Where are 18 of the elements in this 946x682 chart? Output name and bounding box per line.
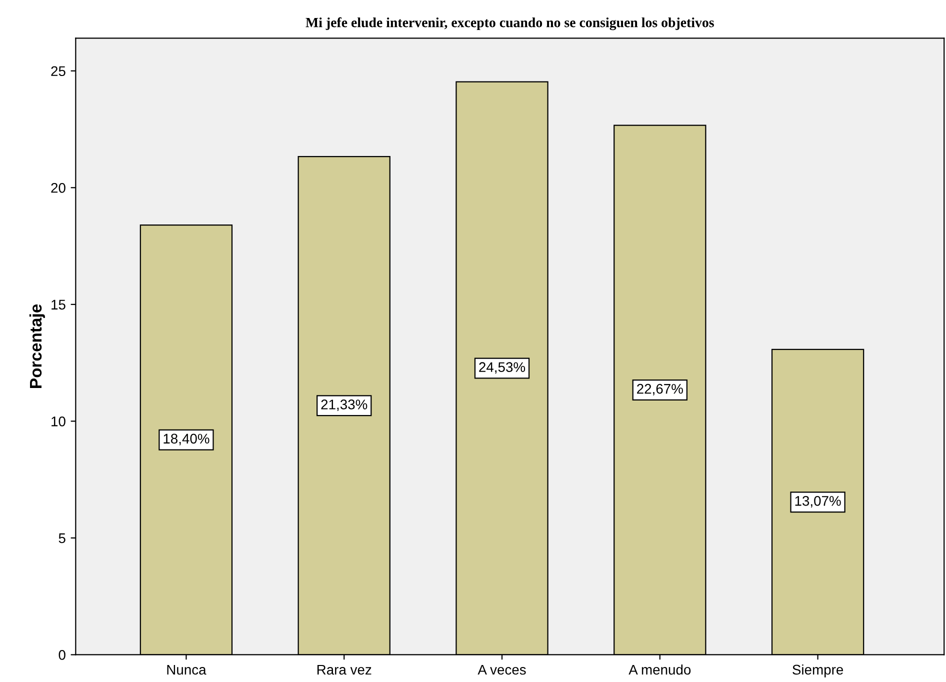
x-tick-label: Rara vez — [317, 664, 372, 675]
data-label: 24,53% — [479, 362, 526, 374]
chart-title: Mi jefe elude intervenir, excepto cuando no se consiguen los objetivos — [306, 17, 714, 30]
y-axis-title: Porcentaje — [29, 304, 45, 388]
y-tick-label: 20 — [51, 182, 66, 193]
y-tick-label: 0 — [58, 650, 66, 660]
x-tick-label: A veces — [478, 664, 526, 675]
x-tick-label: A menudo — [628, 664, 691, 675]
x-tick-label: Siempre — [792, 664, 844, 678]
data-label: 13,07% — [795, 496, 841, 508]
y-tick-label: 10 — [52, 416, 66, 426]
data-label: 22,67% — [637, 384, 683, 396]
y-tick-label: 15 — [52, 300, 66, 310]
data-label: 21,33% — [321, 400, 368, 412]
y-tick-label: 25 — [51, 66, 66, 76]
data-label: 18,40% — [164, 434, 210, 446]
x-tick-label: Nunca — [167, 664, 206, 675]
y-tick-label: 5 — [58, 533, 66, 544]
